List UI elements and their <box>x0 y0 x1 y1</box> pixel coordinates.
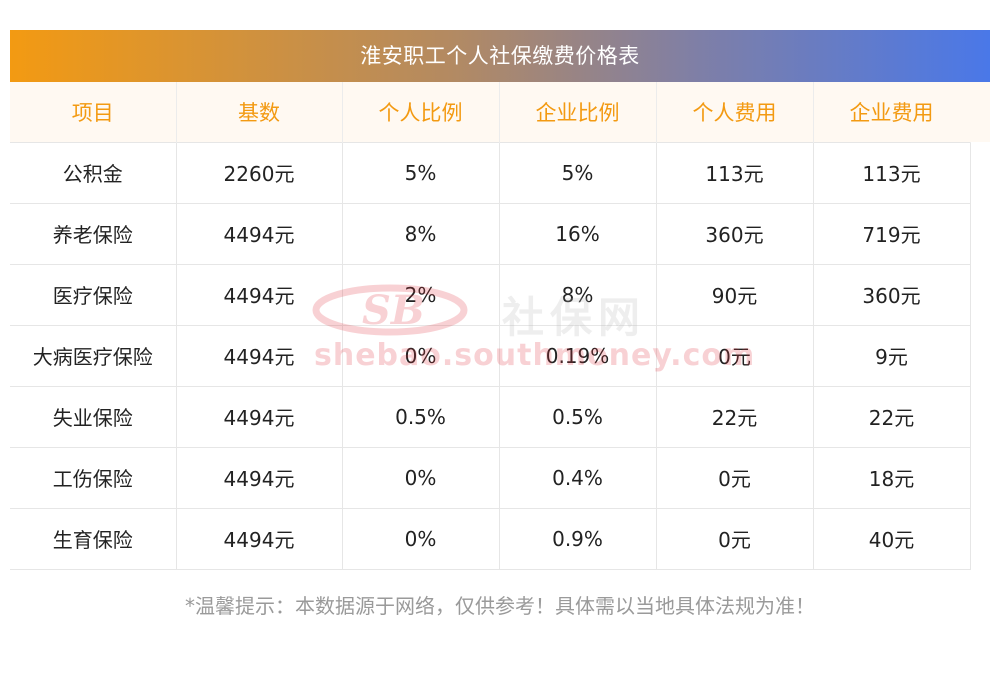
cell-personal-fee: 90元 <box>656 263 814 325</box>
cell-company-rate: 0.19% <box>499 324 657 386</box>
cell-company-rate: 0.9% <box>499 507 657 570</box>
cell-personal-rate: 2% <box>342 263 500 325</box>
table-row: 生育保险 4494元 0% 0.9% 0元 40元 <box>10 507 971 570</box>
table-row: 公积金 2260元 5% 5% 113元 113元 <box>10 141 971 203</box>
cell-personal-fee: 0元 <box>656 446 814 508</box>
header-base: 基数 <box>176 82 343 142</box>
price-table: 项目 基数 个人比例 企业比例 个人费用 企业费用 公积金 2260元 5% 5… <box>10 82 971 570</box>
cell-item: 失业保险 <box>10 385 177 447</box>
cell-personal-fee: 113元 <box>656 141 814 203</box>
cell-base: 4494元 <box>176 263 343 325</box>
cell-base: 4494元 <box>176 385 343 447</box>
cell-company-rate: 8% <box>499 263 657 325</box>
cell-company-fee: 113元 <box>813 141 971 203</box>
cell-item: 养老保险 <box>10 202 177 264</box>
cell-company-fee: 360元 <box>813 263 971 325</box>
cell-base: 4494元 <box>176 324 343 386</box>
header-item: 项目 <box>10 82 177 142</box>
cell-personal-rate: 8% <box>342 202 500 264</box>
table-row: 养老保险 4494元 8% 16% 360元 719元 <box>10 202 971 264</box>
cell-personal-rate: 0% <box>342 324 500 386</box>
cell-base: 4494元 <box>176 202 343 264</box>
cell-company-rate: 5% <box>499 141 657 203</box>
header-extension <box>970 82 990 142</box>
cell-personal-rate: 5% <box>342 141 500 203</box>
table-row: 失业保险 4494元 0.5% 0.5% 22元 22元 <box>10 385 971 447</box>
table-title: 淮安职工个人社保缴费价格表 <box>10 30 990 82</box>
cell-item: 公积金 <box>10 141 177 203</box>
cell-personal-rate: 0.5% <box>342 385 500 447</box>
cell-personal-fee: 360元 <box>656 202 814 264</box>
cell-personal-rate: 0% <box>342 446 500 508</box>
header-company-rate: 企业比例 <box>499 82 657 142</box>
cell-base: 2260元 <box>176 141 343 203</box>
cell-item: 生育保险 <box>10 507 177 570</box>
header-personal-fee: 个人费用 <box>656 82 814 142</box>
cell-personal-rate: 0% <box>342 507 500 570</box>
cell-company-fee: 18元 <box>813 446 971 508</box>
cell-base: 4494元 <box>176 507 343 570</box>
footnote: *温馨提示：本数据源于网络，仅供参考！具体需以当地具体法规为准！ <box>185 593 815 618</box>
cell-company-rate: 0.4% <box>499 446 657 508</box>
cell-item: 大病医疗保险 <box>10 324 177 386</box>
cell-company-rate: 0.5% <box>499 385 657 447</box>
cell-personal-fee: 22元 <box>656 385 814 447</box>
table-header-row: 项目 基数 个人比例 企业比例 个人费用 企业费用 <box>10 82 971 142</box>
cell-personal-fee: 0元 <box>656 324 814 386</box>
header-company-fee: 企业费用 <box>813 82 971 142</box>
cell-company-fee: 40元 <box>813 507 971 570</box>
table-row: 工伤保险 4494元 0% 0.4% 0元 18元 <box>10 446 971 508</box>
cell-company-fee: 9元 <box>813 324 971 386</box>
cell-base: 4494元 <box>176 446 343 508</box>
table-row: 大病医疗保险 4494元 0% 0.19% 0元 9元 <box>10 324 971 386</box>
cell-item: 工伤保险 <box>10 446 177 508</box>
cell-company-fee: 22元 <box>813 385 971 447</box>
cell-company-rate: 16% <box>499 202 657 264</box>
cell-personal-fee: 0元 <box>656 507 814 570</box>
table-row: 医疗保险 4494元 2% 8% 90元 360元 <box>10 263 971 325</box>
header-personal-rate: 个人比例 <box>342 82 500 142</box>
cell-company-fee: 719元 <box>813 202 971 264</box>
cell-item: 医疗保险 <box>10 263 177 325</box>
price-table-card: 淮安职工个人社保缴费价格表 项目 基数 个人比例 企业比例 个人费用 企业费用 … <box>10 30 990 619</box>
